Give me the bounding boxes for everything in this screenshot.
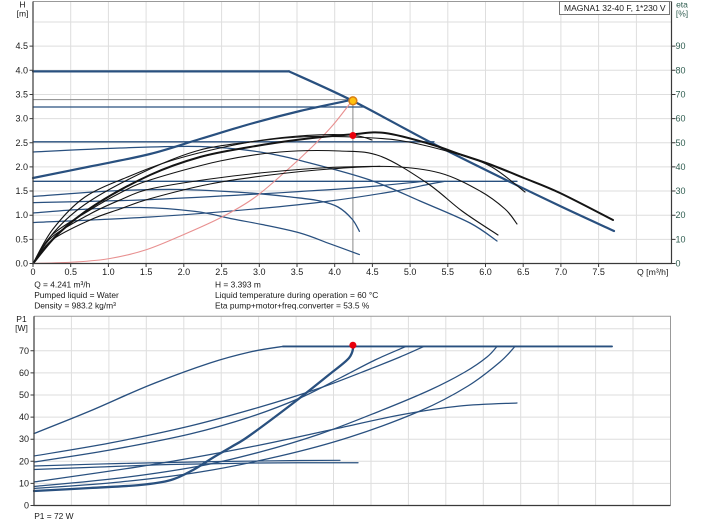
- svg-text:70: 70: [19, 346, 29, 356]
- svg-text:Pumped liquid = Water: Pumped liquid = Water: [34, 290, 119, 300]
- svg-text:2.5: 2.5: [15, 138, 28, 148]
- svg-text:40: 40: [19, 412, 29, 422]
- svg-text:60: 60: [19, 368, 29, 378]
- svg-text:Q [m³/h]: Q [m³/h]: [637, 267, 668, 277]
- svg-text:0: 0: [24, 501, 29, 511]
- svg-text:0: 0: [30, 267, 35, 277]
- svg-text:6.5: 6.5: [517, 267, 530, 277]
- svg-text:30: 30: [19, 434, 29, 444]
- svg-text:4.0: 4.0: [328, 267, 341, 277]
- svg-text:3.0: 3.0: [253, 267, 266, 277]
- svg-text:3.5: 3.5: [291, 267, 304, 277]
- svg-text:4.0: 4.0: [15, 65, 28, 75]
- svg-text:7.0: 7.0: [555, 267, 568, 277]
- svg-text:[W]: [W]: [15, 323, 28, 333]
- svg-text:60: 60: [676, 114, 686, 124]
- svg-text:30: 30: [676, 186, 686, 196]
- svg-text:0.0: 0.0: [15, 259, 28, 269]
- svg-text:2.0: 2.0: [15, 162, 28, 172]
- svg-text:6.0: 6.0: [479, 267, 492, 277]
- svg-text:20: 20: [676, 210, 686, 220]
- svg-text:Q = 4.241 m³/h: Q = 4.241 m³/h: [34, 280, 90, 290]
- svg-text:90: 90: [676, 41, 686, 51]
- svg-text:1.5: 1.5: [15, 186, 28, 196]
- svg-text:3.5: 3.5: [15, 89, 28, 99]
- svg-text:5.0: 5.0: [404, 267, 417, 277]
- svg-text:0.5: 0.5: [15, 234, 28, 244]
- svg-text:1.5: 1.5: [140, 267, 153, 277]
- svg-text:Liquid temperature during oper: Liquid temperature during operation = 60…: [215, 290, 378, 300]
- svg-text:0: 0: [676, 259, 681, 269]
- svg-text:50: 50: [676, 138, 686, 148]
- svg-text:[m]: [m]: [17, 9, 29, 19]
- svg-text:20: 20: [19, 456, 29, 466]
- svg-text:MAGNA1 32-40 F, 1*230 V: MAGNA1 32-40 F, 1*230 V: [564, 3, 666, 13]
- svg-text:50: 50: [19, 390, 29, 400]
- svg-text:3.0: 3.0: [15, 114, 28, 124]
- svg-text:2.0: 2.0: [178, 267, 191, 277]
- svg-text:10: 10: [19, 478, 29, 488]
- svg-text:Eta pump+motor+freq.converter: Eta pump+motor+freq.converter = 53.5 %: [215, 301, 370, 311]
- svg-text:H: H: [19, 0, 25, 10]
- svg-text:1.0: 1.0: [102, 267, 115, 277]
- svg-text:70: 70: [676, 89, 686, 99]
- svg-text:4.5: 4.5: [15, 41, 28, 51]
- svg-text:80: 80: [676, 65, 686, 75]
- svg-text:40: 40: [676, 162, 686, 172]
- svg-text:P1 = 72 W: P1 = 72 W: [34, 511, 73, 521]
- svg-text:[%]: [%]: [676, 9, 688, 19]
- svg-text:eta: eta: [676, 0, 688, 10]
- svg-text:7.5: 7.5: [592, 267, 605, 277]
- svg-text:10: 10: [676, 234, 686, 244]
- svg-text:P1: P1: [16, 314, 27, 324]
- svg-text:4.5: 4.5: [366, 267, 379, 277]
- svg-text:5.5: 5.5: [442, 267, 455, 277]
- svg-text:1.0: 1.0: [15, 210, 28, 220]
- svg-text:0.5: 0.5: [64, 267, 77, 277]
- svg-text:H = 3.393 m: H = 3.393 m: [215, 280, 261, 290]
- svg-text:Density = 983.2 kg/m³: Density = 983.2 kg/m³: [34, 301, 116, 311]
- svg-text:2.5: 2.5: [215, 267, 228, 277]
